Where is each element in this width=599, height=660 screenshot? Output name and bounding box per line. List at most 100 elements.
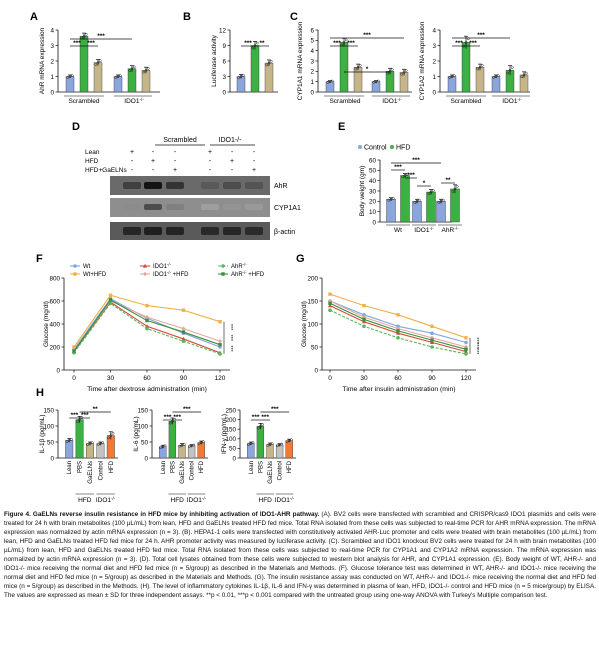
blot-sign-2-2: + [173, 167, 177, 174]
panel-e-ytick-label-1: 10 [369, 209, 377, 216]
panel-h2-dot-2-2 [182, 442, 186, 446]
panel-e-dot-5-0 [451, 190, 455, 193]
panel-f-legend-label-2: IDO1-/- [153, 262, 172, 271]
panel-a-dot-2-1 [96, 61, 100, 64]
panel-letter-g: G [296, 253, 305, 265]
blot-row-label-hfd-gaelns: HFD+GaELNs [85, 167, 127, 174]
panel-h1-ylabel: IL-1β (pg/mL) [39, 414, 46, 453]
blot-sign-0-4: - [231, 149, 234, 156]
panel-h3-dot-4-2 [290, 438, 293, 442]
panel-a-dot-5-0 [142, 70, 146, 74]
panel-h2-category-4: HFD [199, 460, 205, 473]
panel-h3-ytick-label-2: 100 [225, 436, 236, 443]
panel-h1-dot-4-0 [107, 436, 110, 440]
panel-h1-sig-0-sig: *** [71, 412, 79, 419]
panel-a-sig-3-sig: *** [97, 33, 105, 40]
panel-h2-bar-0 [159, 446, 167, 459]
panel-a-dot-4-2 [132, 65, 136, 69]
panel-f-ytick-label-2: 400 [49, 321, 60, 328]
panel-e-sig-5-sig: ** [445, 177, 451, 184]
panel-h3-category-4: HFD [287, 460, 293, 473]
panel-e-dot-1-0 [401, 175, 405, 179]
panel-h1-group-hfd: HFD [78, 497, 92, 504]
panel-letter-a: A [30, 11, 38, 23]
panel-e-dot-0-1 [389, 197, 393, 201]
panel-g-sig-0: *** [473, 337, 479, 344]
panel-letter-d: D [72, 121, 80, 133]
panel-f-series-4-point-1 [108, 301, 113, 306]
panel-c1-dot-4-1 [388, 69, 392, 73]
blot-actin-lane-5 [245, 227, 263, 235]
panel-h1-dot-3-0 [96, 443, 100, 446]
panel-f-sig-2: *** [227, 345, 233, 352]
panel-f-legend-marker-2 [143, 263, 147, 268]
panel-c1-dot-5-0 [400, 72, 404, 76]
panel-f-legend-label-5: AhR-/- +HFD [231, 270, 265, 279]
panel-c2-dot-0-1 [450, 75, 454, 78]
panel-h1-ytick-label-0: 0 [50, 455, 54, 462]
panel-h3-category-1: PBS [258, 461, 264, 473]
panel-f-ytick-label-1: 200 [49, 344, 60, 351]
panel-c2-sig-1-sig: *** [455, 40, 463, 47]
panel-e-dot-3-1 [429, 190, 433, 194]
panel-c2-ylabel: CYP1A2 mRNA expression [419, 21, 426, 100]
panel-a-ytick-label-2: 2 [50, 58, 54, 65]
panel-e-dot-2-2 [417, 198, 421, 202]
panel-h1-ytick-label-2: 100 [43, 423, 54, 430]
panel-e-dot-4-1 [439, 199, 443, 203]
panel-e-sig-4-sig: *** [412, 157, 420, 164]
panel-h3-ytick-label-5: 250 [225, 407, 236, 414]
panel-a-dot-0-1 [68, 75, 72, 78]
panel-g-series-2-point-4 [464, 349, 468, 354]
panel-h2-dot-0-2 [163, 444, 167, 448]
panel-h1-dot-3-2 [101, 441, 104, 444]
panel-g-sig-2: *** [473, 348, 479, 355]
panel-f-series-4-point-3 [181, 339, 186, 344]
panel-f-series-4-point-4 [218, 352, 222, 356]
panel-f-legend-label-1: Wt+HFD [83, 272, 107, 278]
blot-band-actin [110, 222, 270, 240]
panel-a-bar-0 [65, 76, 75, 93]
blot-actin-lane-0 [123, 227, 141, 235]
panel-a-dot-5-2 [146, 67, 150, 70]
panel-g-series-0-point-2 [396, 324, 400, 329]
panel-c1-ytick-label-4: 4 [310, 48, 314, 55]
panel-e-legend-swatch-hfd [390, 145, 394, 149]
panel-b-ytick-label-2: 6 [222, 58, 226, 65]
panel-b-ytick-label-0: 0 [222, 89, 226, 96]
panel-c2-dot-1-1 [464, 41, 468, 44]
panel-c2-dot-1-2 [466, 37, 470, 41]
panel-f-series-1-point-0 [72, 345, 76, 349]
panel-h2-dot-1-2 [173, 417, 176, 421]
panel-h1-dot-2-1 [88, 442, 92, 445]
panel-a-dot-4-0 [128, 69, 132, 72]
blot-ahr-lane-4 [223, 182, 241, 189]
panel-h2-dot-0-0 [159, 446, 162, 450]
panel-b-dot-1-1 [253, 44, 257, 47]
panel-g-ytick-label-1: 50 [311, 344, 319, 351]
panel-h2-dot-4-0 [197, 442, 201, 445]
panel-h1-ytick-label-3: 150 [43, 407, 54, 414]
blot-cyp1a1-band-set [123, 204, 263, 210]
panel-f-legend-label-0: Wt [83, 264, 91, 270]
panel-c1-sig-4-sig: *** [363, 32, 371, 39]
panel-f-series-3-point-3 [181, 326, 186, 331]
panel-b-dot-2-2 [269, 59, 273, 63]
panel-h2-bar-1 [168, 421, 177, 459]
panel-h3-ylabel: IFN-γ (pg/mL) [221, 414, 228, 454]
blot-cyp1a1-lane-5 [245, 204, 263, 210]
panel-c2-dot-4-1 [508, 68, 512, 72]
panel-h2-group-ido: IDO1-/- [187, 496, 207, 505]
panel-f-legend-label-4: AhR-/- [231, 262, 247, 271]
panel-c1-bar-1 [339, 42, 349, 93]
blot-header-ido: IDO1-/- [219, 137, 243, 144]
panel-letter-e: E [338, 121, 345, 133]
panel-c1-dot-5-2 [404, 69, 408, 72]
blot-actin-lane-4 [223, 227, 241, 235]
blot-cyp1a1-lane-0 [123, 204, 141, 210]
panel-g-series-0-point-4 [464, 340, 468, 345]
panel-f-series-2-point-3 [181, 336, 186, 341]
panel-e-bar-1 [400, 175, 410, 223]
